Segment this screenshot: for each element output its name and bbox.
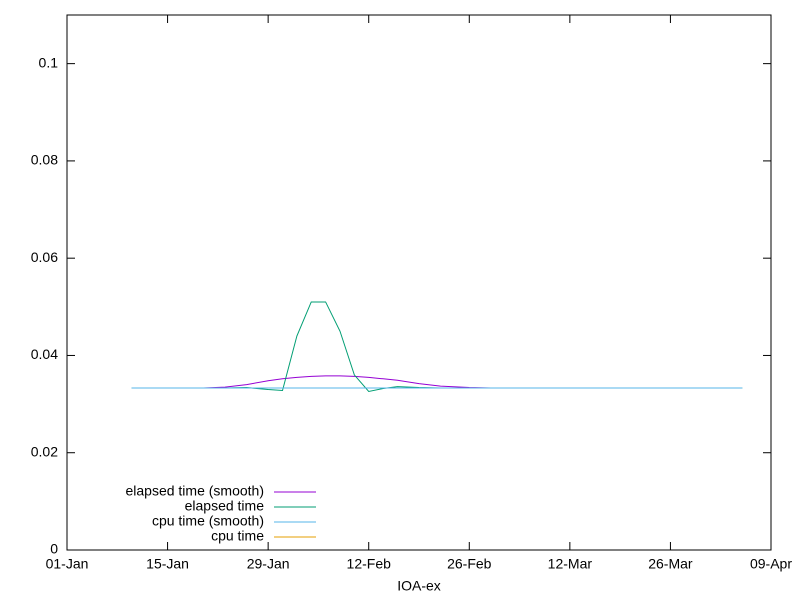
series-line	[203, 375, 491, 389]
y-tick-label: 0.1	[39, 54, 59, 70]
x-tick-label: 15-Jan	[146, 556, 189, 572]
plot-frame	[66, 14, 772, 551]
y-tick-label: 0.02	[31, 443, 58, 459]
legend-label: cpu time (smooth)	[152, 513, 264, 529]
legend-label: elapsed time	[185, 498, 265, 514]
series-line	[131, 301, 743, 392]
x-tick-label: 26-Feb	[447, 556, 492, 572]
legend-label: elapsed time (smooth)	[125, 483, 264, 499]
x-tick-label: 29-Jan	[247, 556, 290, 572]
x-tick-label: 26-Mar	[648, 556, 693, 572]
y-tick-label: 0	[50, 541, 58, 557]
x-axis-label: IOA-ex	[397, 578, 441, 594]
x-tick-label: 01-Jan	[46, 556, 89, 572]
y-tick-label: 0.08	[31, 152, 58, 168]
y-tick-label: 0.06	[31, 249, 58, 265]
legend-label: cpu time	[211, 528, 264, 544]
x-tick-label: 12-Feb	[347, 556, 392, 572]
x-tick-label: 12-Mar	[548, 556, 593, 572]
x-tick-label: 09-Apr	[750, 556, 792, 572]
y-tick-label: 0.04	[31, 346, 58, 362]
